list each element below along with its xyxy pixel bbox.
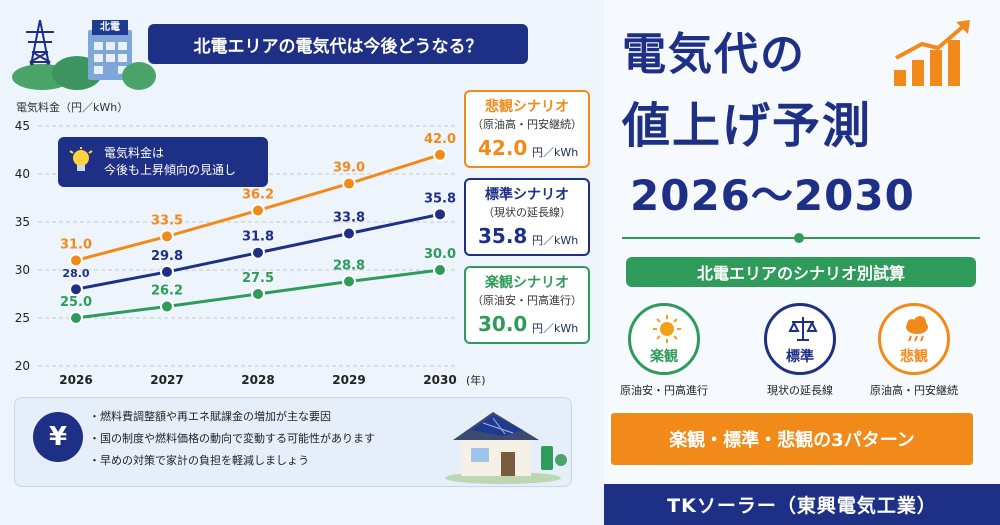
y-tick-label: 40 <box>15 167 30 181</box>
data-label: 33.8 <box>333 211 365 226</box>
card-pessimistic: 悲観シナリオ （原油高・円安継続） 42.0 円／kWh <box>464 90 590 168</box>
data-point <box>433 147 447 162</box>
callout-line-1: 電気料金は <box>104 146 165 160</box>
power-illustration: 北電 <box>12 16 156 90</box>
y-tick-label: 30 <box>15 263 30 277</box>
data-point <box>251 245 265 260</box>
data-point <box>69 282 83 297</box>
data-label: 31.8 <box>242 230 274 245</box>
card-unit: 円／kWh <box>532 146 579 159</box>
x-tick-label: 2028 <box>241 373 274 387</box>
scenario-standard: 標準 <box>764 303 836 375</box>
title-line-2: 値上げ予測 <box>622 98 873 154</box>
title-line-3: 2026～2030 <box>630 171 915 220</box>
data-label: 36.2 <box>242 187 274 202</box>
card-subtitle: （原油安・円高進行） <box>472 294 582 307</box>
scenario-label: 楽観 <box>650 349 678 365</box>
data-point <box>433 207 447 222</box>
x-axis-unit: (年) <box>466 373 486 387</box>
data-point <box>342 226 356 241</box>
y-tick-label: 45 <box>15 119 30 133</box>
data-point <box>342 274 356 289</box>
data-label: 30.0 <box>424 247 456 262</box>
scenario-optimistic: 楽観 <box>628 303 700 375</box>
card-subtitle: （原油高・円安継続） <box>472 118 582 131</box>
data-point <box>69 253 83 268</box>
data-point <box>251 287 265 301</box>
x-tick-label: 2029 <box>332 373 365 387</box>
data-label: 25.0 <box>60 295 92 310</box>
data-point <box>160 264 174 279</box>
data-label: 28.8 <box>333 259 365 274</box>
card-subtitle: （現状の延長線） <box>483 206 571 219</box>
data-point <box>433 263 447 277</box>
scenario-line-chart: 20 25 30 35 40 45 2026 2027 2028 2029 2030 (年) 31.0 3… <box>15 119 486 387</box>
card-value: 35.8 <box>478 224 528 248</box>
divider-dot <box>794 233 804 243</box>
y-axis-label: 電気料金（円／kWh） <box>16 101 129 114</box>
data-label: 35.8 <box>424 191 456 206</box>
y-tick-label: 20 <box>15 359 30 373</box>
data-label: 27.5 <box>242 271 274 286</box>
note-item: ・早めの対策で家計の負担を軽減しましょう <box>89 454 309 467</box>
scenario-sub: 現状の延長線 <box>767 384 833 397</box>
card-title: 標準シナリオ <box>485 187 569 203</box>
data-point <box>342 176 356 191</box>
rising-bar-chart-icon <box>894 20 970 86</box>
y-tick-label: 35 <box>15 215 30 229</box>
card-title: 楽観シナリオ <box>485 275 569 291</box>
notes-list: ・燃料費調整額や再エネ賦課金の増加が主な要因 ・国の制度や燃料価格の動向で変動す… <box>89 406 375 472</box>
power-company-building: 北電 <box>88 20 132 80</box>
scale-icon <box>788 317 818 341</box>
patterns-banner: 楽観・標準・悲観の3パターン <box>608 410 976 468</box>
x-tick-label: 2030 <box>423 373 456 387</box>
data-point <box>69 311 83 325</box>
sun-icon <box>653 315 681 343</box>
scenario-label: 標準 <box>786 349 814 365</box>
scenario-sub: 原油安・円高進行 <box>620 384 708 397</box>
data-label: 26.2 <box>151 283 183 298</box>
yen-icon: ¥ <box>33 412 83 462</box>
data-label: 39.0 <box>333 161 365 176</box>
card-unit: 円／kWh <box>532 234 579 247</box>
card-unit: 円／kWh <box>532 322 579 335</box>
data-point <box>160 229 174 244</box>
note-item: ・国の制度や燃料価格の動向で変動する可能性があります <box>89 432 375 445</box>
data-label: 33.5 <box>151 213 183 228</box>
scenario-pessimistic: 悲観 <box>878 303 950 375</box>
data-label: 28.0 <box>62 267 89 280</box>
company-footer: TKソーラー（東興電気工業） <box>604 484 1000 525</box>
notes-box: ¥ ・燃料費調整額や再エネ賦課金の増加が主な要因 ・国の制度や燃料価格の動向で変… <box>14 397 572 487</box>
card-optimistic: 楽観シナリオ （原油安・円高進行） 30.0 円／kWh <box>464 266 590 344</box>
rain-cloud-icon <box>906 316 928 342</box>
trend-callout: 電気料金は 今後も上昇傾向の見通し <box>58 137 268 187</box>
x-tick-label: 2026 <box>59 373 92 387</box>
card-standard: 標準シナリオ （現状の延長線） 35.8 円／kWh <box>464 178 590 256</box>
question-banner: 北電エリアの電気代は今後どうなる？ <box>148 24 528 64</box>
data-point <box>160 299 174 314</box>
data-label: 42.0 <box>424 132 456 147</box>
y-tick-label: 25 <box>15 311 30 325</box>
card-value: 30.0 <box>478 312 528 336</box>
lightbulb-icon <box>69 147 93 171</box>
building-sign: 北電 <box>92 20 128 35</box>
title-line-1: 電気代の <box>622 29 806 80</box>
data-point <box>251 203 265 218</box>
card-title: 悲観シナリオ <box>485 99 569 115</box>
callout-line-2: 今後も上昇傾向の見通し <box>104 163 237 177</box>
scenario-sub: 原油高・円安継続 <box>870 384 958 397</box>
data-label: 31.0 <box>60 237 92 252</box>
data-label: 29.8 <box>151 249 183 264</box>
x-tick-label: 2027 <box>150 373 183 387</box>
scenario-label: 悲観 <box>900 349 928 365</box>
note-item: ・燃料費調整額や再エネ賦課金の増加が主な要因 <box>89 410 331 423</box>
section-banner: 北電エリアのシナリオ別試算 <box>626 257 976 287</box>
card-value: 42.0 <box>478 136 528 160</box>
right-panel: 電気代の 値上げ予測 2026～2030 北電エリアのシナリオ別試算 楽観 原油… <box>604 0 1000 525</box>
solar-house-icon <box>445 412 567 484</box>
